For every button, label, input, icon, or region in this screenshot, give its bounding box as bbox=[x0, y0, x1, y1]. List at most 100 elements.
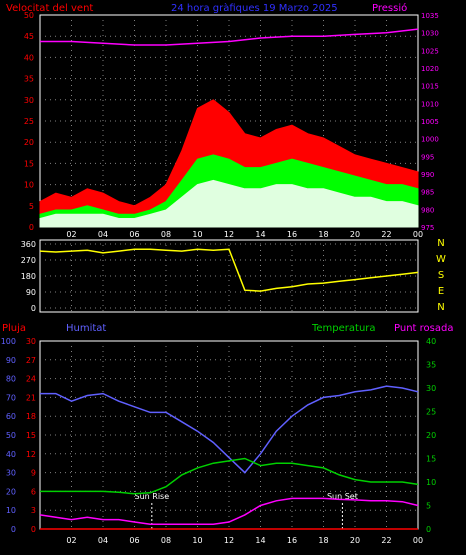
temp-time-tick-labels: 02 04 06 08 10 12 14 16 18 20 22 00 bbox=[66, 536, 423, 545]
time-tick: 06 bbox=[129, 230, 139, 239]
pressure-tick: 1025 bbox=[421, 47, 439, 55]
pressure-tick: 990 bbox=[421, 171, 434, 179]
humidity-tick: 70 bbox=[6, 393, 16, 402]
temperature-tick: 15 bbox=[426, 455, 436, 464]
temperature-tick: 5 bbox=[426, 502, 431, 511]
pressure-tick: 1035 bbox=[421, 12, 439, 20]
rain-tick: 6 bbox=[31, 487, 36, 496]
rain-tick: 30 bbox=[26, 337, 36, 346]
time-tick: 18 bbox=[318, 536, 328, 545]
rain-tick: 0 bbox=[31, 525, 36, 534]
time-tick: 10 bbox=[192, 230, 202, 239]
time-tick: 12 bbox=[224, 230, 234, 239]
compass-label: S bbox=[438, 270, 444, 281]
temperature-line bbox=[40, 457, 419, 495]
temperature-tick: 10 bbox=[426, 478, 436, 487]
direction-tick: 0 bbox=[31, 304, 36, 313]
time-tick: 00 bbox=[413, 230, 423, 239]
time-tick: 04 bbox=[98, 536, 108, 545]
time-tick: 20 bbox=[350, 230, 360, 239]
pressure-axis-title: Pressió bbox=[372, 2, 407, 14]
pressure-tick: 1020 bbox=[421, 65, 439, 73]
humidity-tick: 40 bbox=[6, 450, 16, 459]
temp-humidity-panel: Pluja Humitat Temperatura Punt rosada 0 1… bbox=[1, 323, 454, 545]
humidity-tick: 90 bbox=[6, 356, 16, 365]
temperature-tick: 25 bbox=[426, 408, 436, 417]
wind-speed-tick: 0 bbox=[29, 223, 34, 232]
sun-event-label: Sun Rise bbox=[135, 492, 170, 501]
time-tick: 04 bbox=[98, 230, 108, 239]
wind-speed-tick-labels: 0 5 10 15 20 25 30 35 40 45 50 bbox=[24, 11, 34, 232]
humidity-tick: 20 bbox=[6, 487, 16, 496]
compass-label: N bbox=[437, 238, 444, 249]
temperature-tick: 40 bbox=[426, 337, 436, 346]
pressure-tick: 995 bbox=[421, 153, 434, 161]
time-tick: 06 bbox=[129, 536, 139, 545]
time-tick: 14 bbox=[255, 230, 265, 239]
rain-tick: 9 bbox=[31, 469, 36, 478]
time-tick: 20 bbox=[350, 536, 360, 545]
wind-direction-line bbox=[39, 248, 419, 292]
time-tick: 18 bbox=[318, 230, 328, 239]
rain-tick: 24 bbox=[26, 375, 36, 384]
wind-speed-tick: 10 bbox=[24, 181, 34, 190]
pressure-tick: 1015 bbox=[421, 83, 439, 91]
humidity-tick: 80 bbox=[6, 375, 16, 384]
humidity-tick-labels: 0 10 20 30 40 50 60 70 80 90 100 bbox=[1, 337, 16, 534]
pressure-tick-labels: 975 980 985 990 995 1000 1005 1010 1015 1020 1025 1… bbox=[421, 12, 439, 232]
temperature-tick-labels: 0 5 10 15 20 25 30 35 40 bbox=[426, 337, 436, 534]
dew-point-line bbox=[39, 497, 419, 526]
time-tick: 02 bbox=[66, 230, 76, 239]
wind-speed-tick: 15 bbox=[24, 159, 34, 168]
pressure-tick: 1010 bbox=[421, 100, 439, 108]
temperature-tick: 35 bbox=[426, 361, 436, 370]
rain-tick-labels: 0 3 6 9 12 15 18 21 24 27 30 bbox=[26, 337, 36, 534]
pressure-tick: 980 bbox=[421, 206, 434, 214]
humidity-line bbox=[40, 385, 419, 474]
dew-point-axis-title: Punt rosada bbox=[394, 323, 453, 334]
wind-series bbox=[39, 28, 419, 228]
wind-pressure-panel: Velocitat del vent 24 hora gràfiques 19 … bbox=[6, 2, 439, 239]
pressure-tick: 1000 bbox=[421, 136, 439, 144]
wind-speed-area bbox=[39, 179, 419, 228]
time-tick: 14 bbox=[255, 536, 265, 545]
direction-tick: 180 bbox=[21, 272, 36, 281]
time-tick: 08 bbox=[161, 230, 171, 239]
wind-speed-tick: 35 bbox=[24, 75, 34, 84]
wind-speed-tick: 30 bbox=[24, 96, 34, 105]
time-tick: 10 bbox=[192, 536, 202, 545]
pressure-tick: 975 bbox=[421, 224, 434, 232]
wind-speed-tick: 40 bbox=[24, 53, 34, 62]
humidity-axis-title: Humitat bbox=[66, 323, 106, 334]
time-tick: 16 bbox=[287, 536, 297, 545]
compass-label: N bbox=[437, 302, 444, 313]
humidity-tick: 100 bbox=[1, 337, 16, 346]
wind-speed-tick: 25 bbox=[24, 117, 34, 126]
wind-speed-tick: 45 bbox=[24, 32, 34, 41]
compass-label: E bbox=[438, 286, 444, 297]
direction-gridlines bbox=[40, 240, 418, 312]
direction-tick: 360 bbox=[21, 240, 36, 249]
temp-gridlines bbox=[40, 341, 418, 529]
temp-series bbox=[39, 385, 419, 530]
wind-speed-tick: 50 bbox=[24, 11, 34, 20]
temperature-tick: 0 bbox=[426, 525, 431, 534]
pressure-tick: 985 bbox=[421, 189, 434, 197]
chart-title: 24 hora gràfiques 19 Marzo 2025 bbox=[171, 2, 338, 14]
rain-tick: 21 bbox=[26, 393, 36, 402]
direction-tick: 90 bbox=[26, 288, 36, 297]
compass-label: W bbox=[436, 254, 446, 265]
direction-tick: 270 bbox=[21, 256, 36, 265]
humidity-tick: 30 bbox=[6, 469, 16, 478]
rain-tick: 15 bbox=[26, 431, 36, 440]
rain-tick: 27 bbox=[26, 356, 36, 365]
time-tick: 02 bbox=[66, 536, 76, 545]
direction-series bbox=[39, 248, 419, 292]
rain-tick: 12 bbox=[26, 450, 36, 459]
pressure-tick: 1030 bbox=[421, 30, 439, 38]
temperature-tick: 20 bbox=[426, 431, 436, 440]
wind-speed-axis-title: Velocitat del vent bbox=[6, 3, 93, 14]
